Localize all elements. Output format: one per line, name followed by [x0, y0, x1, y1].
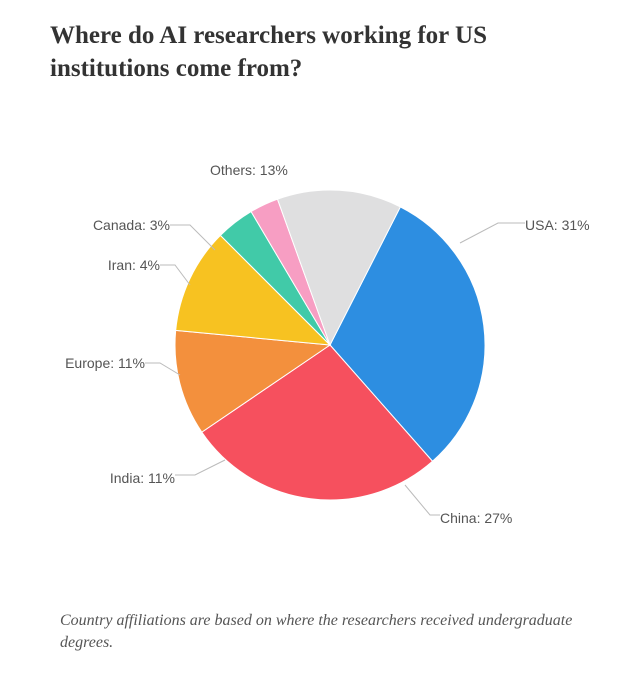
leader-line	[460, 223, 525, 243]
slice-label: India: 11%	[110, 470, 175, 486]
page: Where do AI researchers working for US i…	[0, 0, 641, 686]
slice-label: USA: 31%	[525, 217, 590, 233]
leader-line	[160, 265, 190, 285]
leader-line	[170, 225, 215, 250]
slice-label: China: 27%	[440, 510, 512, 526]
slice-label: Europe: 11%	[65, 355, 145, 371]
slice-label: Others: 13%	[210, 162, 288, 178]
leader-line	[405, 485, 440, 515]
chart-title: Where do AI researchers working for US i…	[50, 20, 601, 85]
slice-label: Iran: 4%	[108, 257, 160, 273]
pie-svg: USA: 31% China: 27% India: 11% Europe: 11% I…	[50, 115, 610, 575]
chart-footnote: Country affiliations are based on where …	[50, 610, 601, 653]
pie-chart: USA: 31% China: 27% India: 11% Europe: 11% I…	[50, 115, 601, 575]
slice-label: Canada: 3%	[93, 217, 170, 233]
leader-line	[175, 460, 225, 475]
leader-line	[145, 363, 180, 375]
